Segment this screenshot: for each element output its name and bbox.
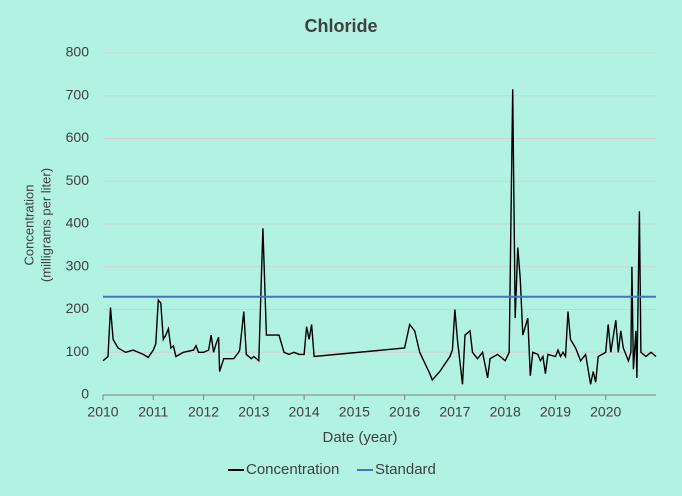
legend-label: Standard [375,461,436,478]
x-axis-label: Date (year) [322,429,397,446]
x-tick-label: 2015 [339,404,370,420]
y-tick-label: 0 [81,386,89,402]
x-tick-label: 2019 [540,404,571,420]
series-line [102,89,657,385]
x-tick-label: 2010 [87,404,118,420]
chart-title: Chloride [304,16,377,36]
y-axis-label: (milligrams per liter) [38,168,53,282]
y-tick-label: 400 [66,215,90,231]
x-tick-label: 2017 [439,404,470,420]
y-tick-label: 600 [66,129,90,145]
y-tick-label: 100 [66,343,90,359]
y-tick-label: 700 [66,86,90,102]
legend-label: Concentration [246,461,339,478]
y-tick-label: 300 [66,257,90,273]
x-tick-label: 2020 [590,404,621,420]
x-tick-label: 2018 [490,404,521,420]
x-tick-label: 2014 [289,404,320,420]
y-axis-label: Concentration [21,185,36,266]
y-tick-label: 500 [66,172,90,188]
x-tick-label: 2013 [238,404,269,420]
x-tick-label: 2012 [188,404,219,420]
y-tick-label: 200 [66,300,90,316]
x-tick-label: 2016 [389,404,420,420]
y-tick-label: 800 [66,44,90,60]
x-tick-label: 2011 [138,404,168,420]
